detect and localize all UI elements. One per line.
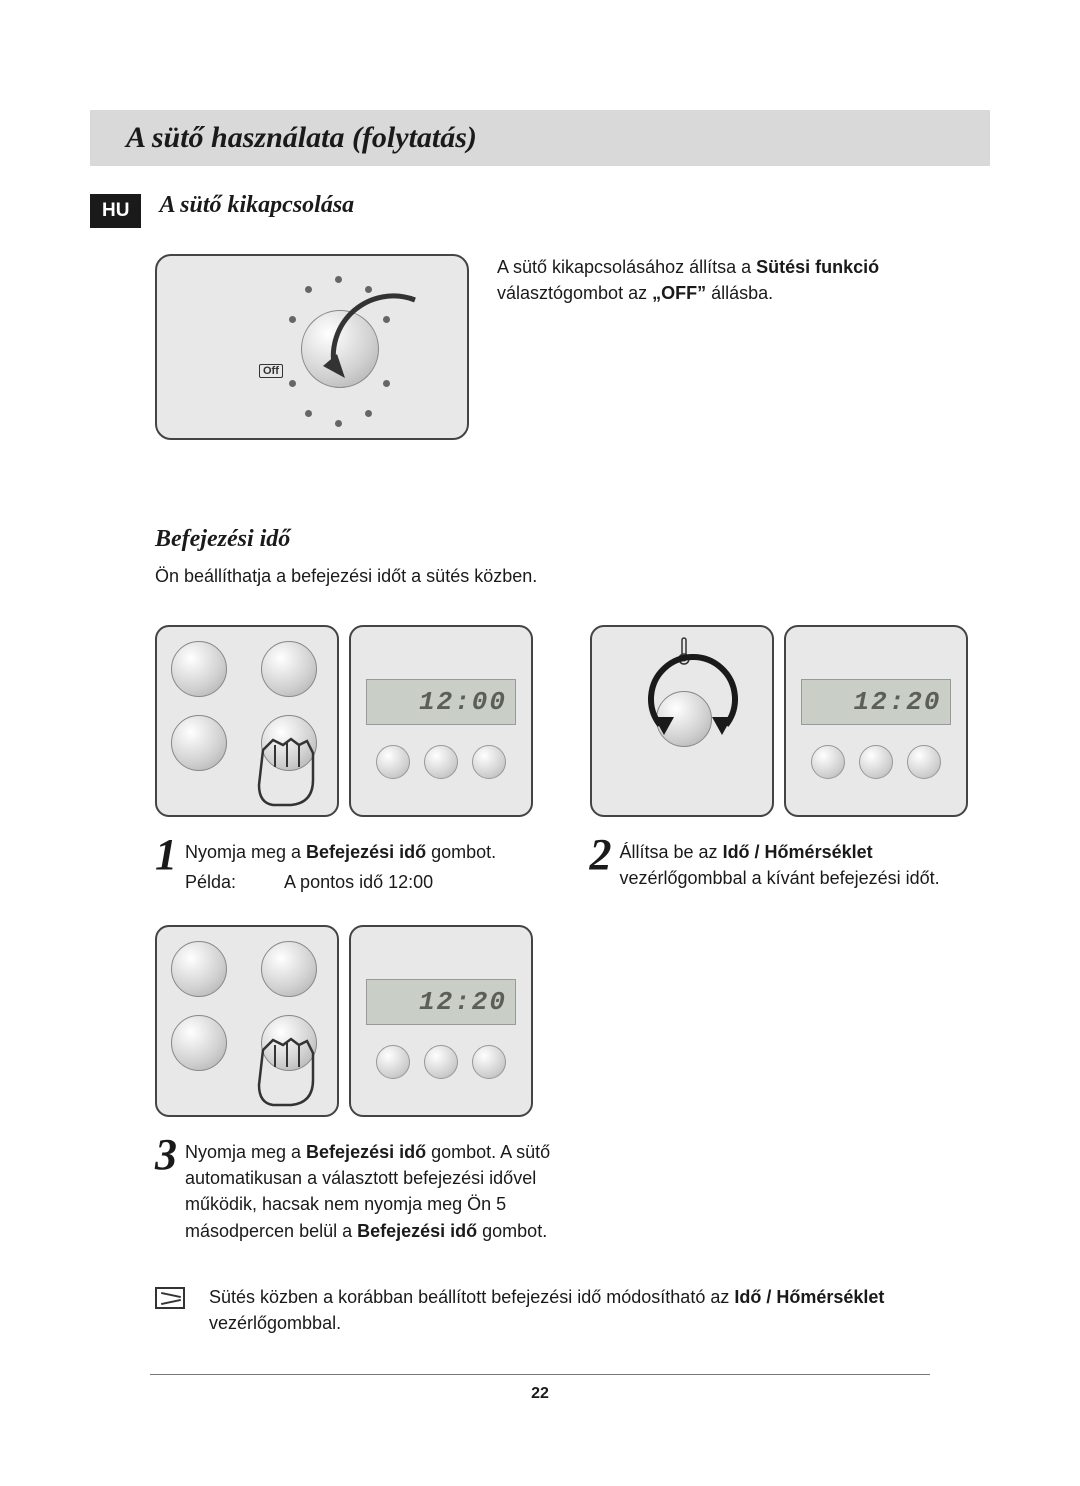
step-body: Állítsa be az Idő / Hőmérséklet vezérlőg… [620,835,991,891]
small-button-icon [424,745,458,779]
small-button-icon [472,1045,506,1079]
mode-indicator-icon [305,286,312,293]
text-bold: Sütési funkció [756,257,879,277]
steps-grid: 12:00 1 Nyomja meg a Befejezési idő gom [155,625,990,1244]
text-bold: Idő / Hőmérséklet [734,1287,884,1307]
control-panel-illustration [155,925,339,1117]
step-number: 3 [155,1135,177,1175]
step2-text: 2 Állítsa be az Idő / Hőmérséklet vezérl… [590,835,991,891]
text-bold: Befejezési idő [306,1142,426,1162]
step-1: 12:00 1 Nyomja meg a Befejezési idő gom [155,625,556,895]
text-fragment: vezérlőgombbal a kívánt befejezési időt. [620,868,940,888]
small-button-icon [811,745,845,779]
text-fragment: Állítsa be az [620,842,723,862]
mode-indicator-icon [305,410,312,417]
step1-panels: 12:00 [155,625,556,817]
off-dial-illustration: Off [155,254,469,440]
knob-icon [171,1015,227,1071]
footer-rule [150,1374,930,1375]
step-3: 12:20 3 Nyomja meg a Befejezési idő gomb… [155,925,556,1243]
text-bold: Idő / Hőmérséklet [723,842,873,862]
knob-icon [171,641,227,697]
section2-intro: Ön beállíthatja a befejezési időt a süté… [155,563,990,589]
off-label: Off [259,364,283,378]
knob-icon [261,641,317,697]
example-value: A pontos idő 12:00 [284,869,433,895]
section1-paragraph: A sütő kikapcsolásához állítsa a Sütési … [497,254,990,440]
lcd-display: 12:20 [801,679,951,725]
knob-icon [171,941,227,997]
section1-body: Off A sütő kikapcsolásához állítsa a Süt… [155,254,990,440]
lcd-display: 12:20 [366,979,516,1025]
section2: Befejezési idő Ön beállíthatja a befejez… [155,526,990,1244]
note-row: Sütés közben a korábban beállított befej… [155,1284,990,1336]
display-panel-illustration: 12:20 [349,925,533,1117]
lcd-time: 12:00 [419,687,507,717]
step-body: Nyomja meg a Befejezési idő gombot. Péld… [185,835,496,895]
step-number: 1 [155,835,177,875]
mode-indicator-icon [365,410,372,417]
hand-press-icon [243,725,333,815]
small-button-icon [376,1045,410,1079]
step2-panels: 12:20 [590,625,991,817]
hand-press-icon [243,1025,333,1115]
page-title: A sütő használata (folytatás) [126,121,477,155]
button-row [376,1045,506,1079]
rotate-arrow-icon [315,270,435,390]
text-fragment: Nyomja meg a [185,1142,306,1162]
mode-indicator-icon [335,420,342,427]
example-row: Példa: A pontos idő 12:00 [185,869,496,895]
section1-heading: A sütő kikapcsolása [159,192,354,219]
step-2: 12:20 2 Állítsa be az Idő / Hőmérséklet … [590,625,991,895]
lcd-time: 12:20 [853,687,941,717]
empty-cell [590,925,991,1243]
note-envelope-icon [155,1287,185,1309]
button-row [376,745,506,779]
small-button-icon [472,745,506,779]
text-fragment: gombot. [426,842,496,862]
small-button-icon [907,745,941,779]
mode-indicator-icon [289,380,296,387]
knob-icon [171,715,227,771]
language-badge: HU [90,194,141,228]
step-body: Nyomja meg a Befejezési idő gombot. A sü… [185,1135,556,1243]
text-fragment: választógombot az [497,283,652,303]
step3-text: 3 Nyomja meg a Befejezési idő gombot. A … [155,1135,556,1243]
note-text: Sütés közben a korábban beállított befej… [209,1284,960,1336]
small-button-icon [376,745,410,779]
example-label: Példa: [185,869,236,895]
text-fragment: állásba. [706,283,773,303]
text-bold: Befejezési idő [357,1221,477,1241]
text-bold: Befejezési idő [306,842,426,862]
text-fragment: A sütő kikapcsolásához állítsa a [497,257,756,277]
control-panel-illustration [155,625,339,817]
small-button-icon [859,745,893,779]
section1-header-row: HU A sütő kikapcsolása [90,192,990,228]
step3-panels: 12:20 [155,925,556,1117]
step-number: 2 [590,835,612,875]
knob-icon [261,941,317,997]
text-fragment: Nyomja meg a [185,842,306,862]
temperature-dial-illustration [590,625,774,817]
text-fragment: vezérlőgombbal. [209,1313,341,1333]
text-fragment: gombot. [477,1221,547,1241]
display-panel-illustration: 12:20 [784,625,968,817]
manual-page: A sütő használata (folytatás) HU A sütő … [0,0,1080,1463]
page-number: 22 [90,1385,990,1403]
text-fragment: Sütés közben a korábban beállított befej… [209,1287,734,1307]
mode-indicator-icon [289,316,296,323]
rotate-both-arrow-icon [648,653,738,743]
small-button-icon [424,1045,458,1079]
text-bold: „OFF” [652,283,706,303]
lcd-time: 12:20 [419,987,507,1017]
display-panel-illustration: 12:00 [349,625,533,817]
step1-text: 1 Nyomja meg a Befejezési idő gombot. Pé… [155,835,556,895]
button-row [811,745,941,779]
section2-heading: Befejezési idő [155,526,990,553]
title-bar: A sütő használata (folytatás) [90,110,990,166]
lcd-display: 12:00 [366,679,516,725]
